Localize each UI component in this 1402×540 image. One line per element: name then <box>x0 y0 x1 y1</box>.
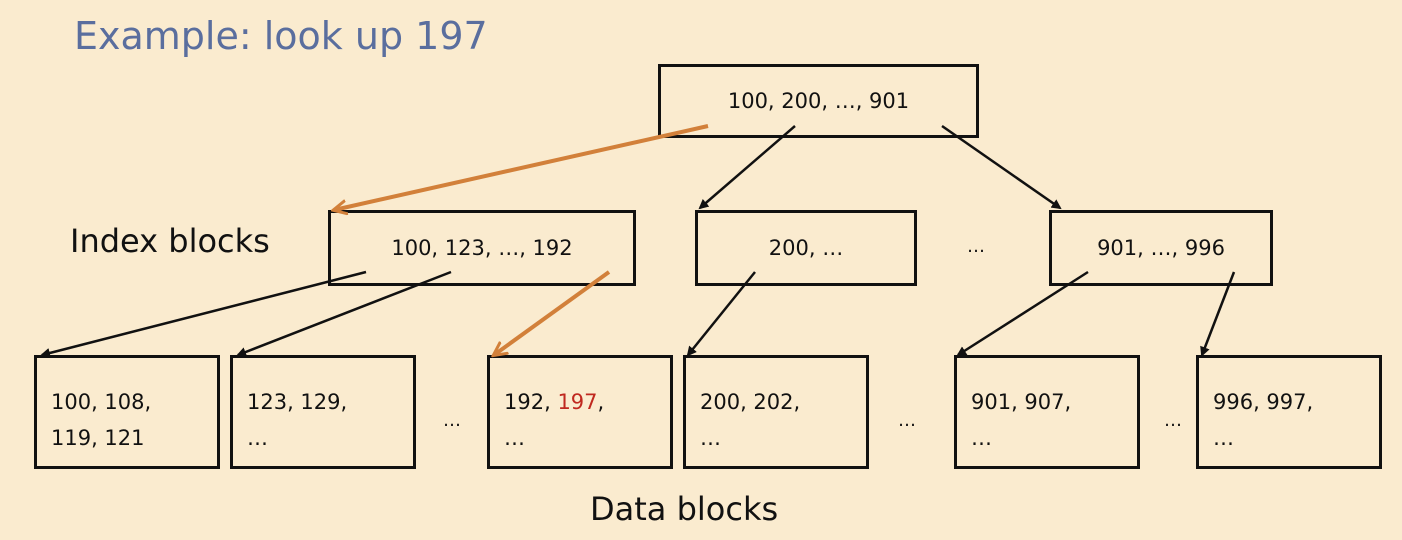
pointer-arrow <box>42 272 366 355</box>
pointer-arrow <box>1202 272 1234 355</box>
pointer-arrow <box>942 126 1060 208</box>
pointer-arrow <box>700 126 795 208</box>
pointer-arrow <box>958 272 1088 355</box>
pointer-arrow <box>688 272 755 355</box>
pointer-arrow <box>238 272 451 355</box>
search-path-arrow <box>334 126 708 210</box>
search-path-arrow <box>494 272 609 355</box>
